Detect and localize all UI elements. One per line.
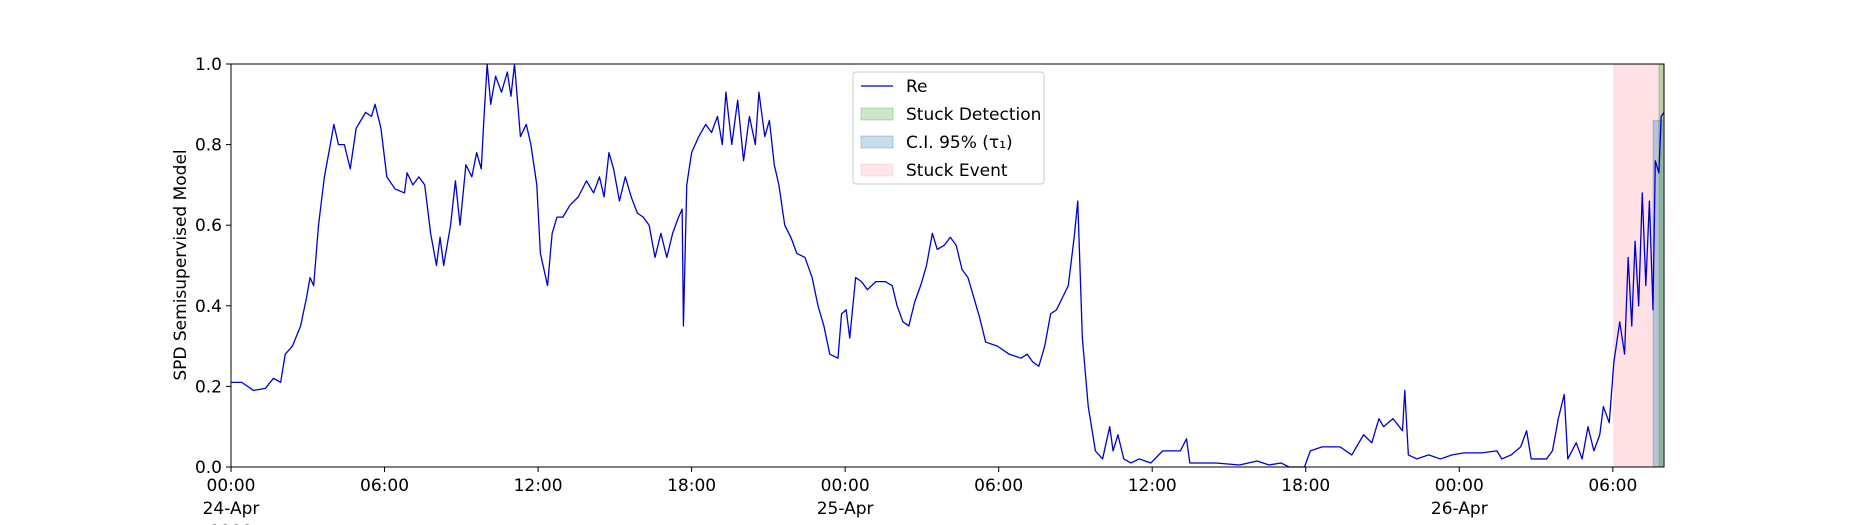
legend-label: Stuck Detection [906, 105, 1041, 125]
x-tick-label: 00:00 26-Apr [1431, 476, 1488, 519]
x-tick-label: 18:00 [667, 476, 716, 496]
legend-swatch [860, 163, 894, 177]
x-tick-label: 06:00 [360, 476, 409, 496]
y-tick-label: 1.0 [195, 55, 222, 75]
legend-label: Stuck Event [906, 161, 1008, 181]
y-tick-label: 0.0 [195, 458, 222, 478]
legend-label: Re [906, 77, 928, 97]
legend: Re Stuck Detection C.I. 95% (τ₁) Stuck Even… [852, 71, 1045, 185]
legend-frame [852, 71, 1045, 185]
legend-swatch [860, 135, 894, 149]
y-tick-label: 0.8 [195, 136, 222, 156]
x-tick-label: 06:00 [1588, 476, 1637, 496]
y-tick-label: 0.2 [195, 377, 222, 397]
x-tick-label: 00:00 25-Apr [817, 476, 874, 519]
x-tick-label: 18:00 [1281, 476, 1330, 496]
legend-swatch [860, 107, 894, 121]
shaded-region [1613, 63, 1665, 468]
x-tick-label: 06:00 [974, 476, 1023, 496]
legend-label: C.I. 95% (τ₁) [906, 133, 1013, 153]
y-tick-label: 0.6 [195, 216, 222, 236]
plot-frame [230, 63, 1665, 468]
y-tick-label: 0.4 [195, 297, 222, 317]
y-axis-label: SPD Semisupervised Model [171, 149, 191, 380]
data-line [231, 63, 1665, 468]
x-tick-label: 12:00 [514, 476, 563, 496]
x-tick-label: 12:00 [1128, 476, 1177, 496]
